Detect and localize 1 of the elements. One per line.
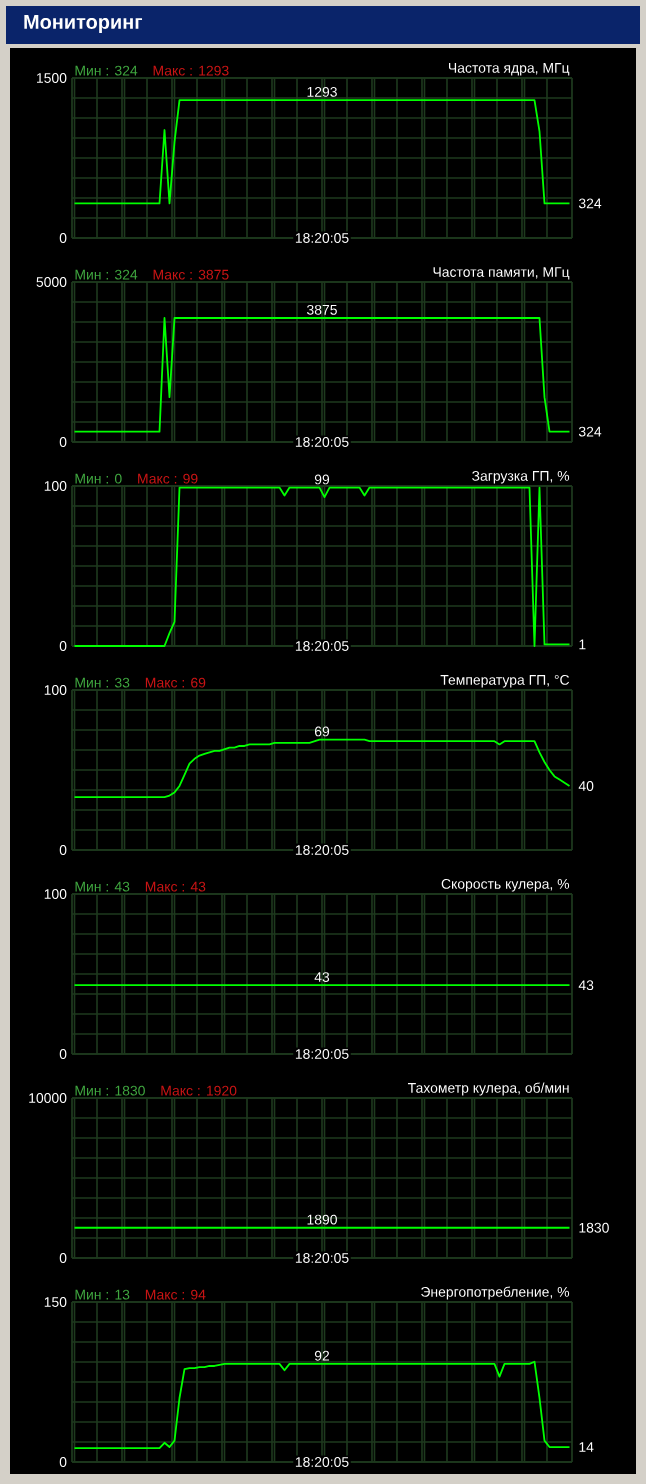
text: Мониторинг — [24, 15, 143, 33]
